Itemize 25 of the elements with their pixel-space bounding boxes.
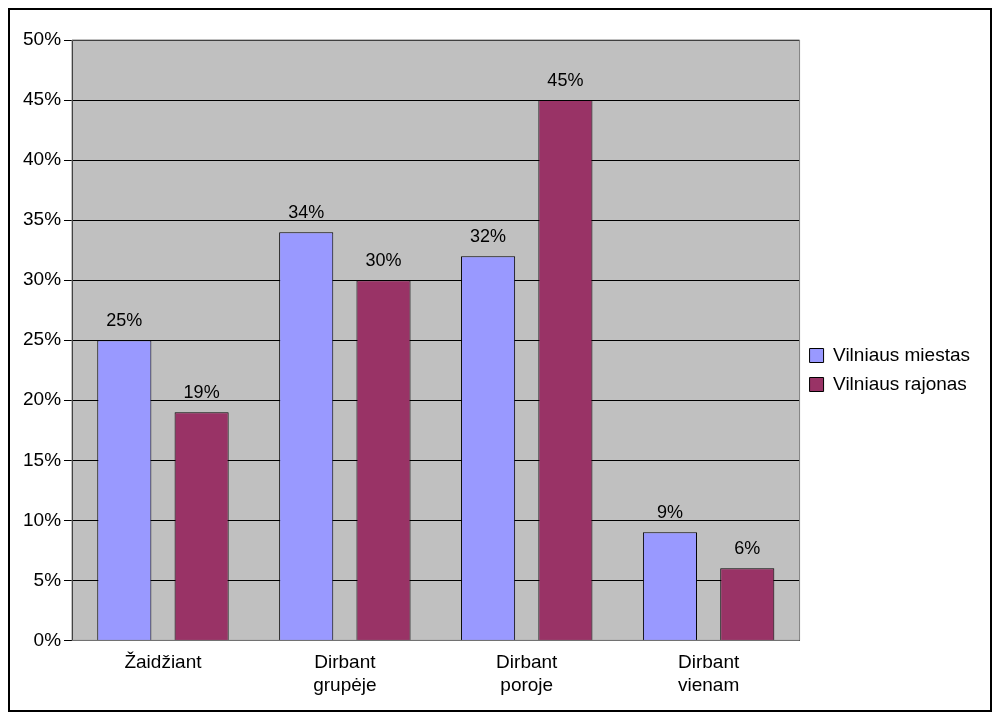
y-tick-label: 50% [23,28,62,50]
x-tick-label: Žaidžiant [124,651,203,673]
data-label: 30% [365,250,402,271]
y-tick-label: 45% [23,88,62,110]
y-tick-label: 10% [23,508,62,530]
data-label: 25% [106,310,143,331]
legend-label: Vilniaus rajonas [833,372,967,394]
y-tick-label: 15% [23,448,62,470]
data-label: 9% [656,502,683,523]
y-tick-label: 5% [33,568,62,590]
y-tick-label: 30% [23,268,62,290]
data-label: 32% [470,226,507,247]
data-label: 45% [547,70,584,91]
data-label: 19% [183,382,220,403]
data-label: 6% [734,538,761,559]
legend-label: Vilniaus miestas [833,343,970,365]
y-tick-label: 35% [23,208,62,230]
x-tick-label: Dirbant poroje [496,651,559,695]
y-tick-label: 0% [33,628,62,650]
y-tick-label: 20% [23,388,62,410]
x-tick-label: Dirbant vienam [678,651,740,695]
data-label: 34% [288,202,325,223]
x-tick-label: Dirbant grupėje [313,651,377,695]
y-tick-label: 25% [23,328,62,350]
y-tick-label: 40% [23,148,62,170]
